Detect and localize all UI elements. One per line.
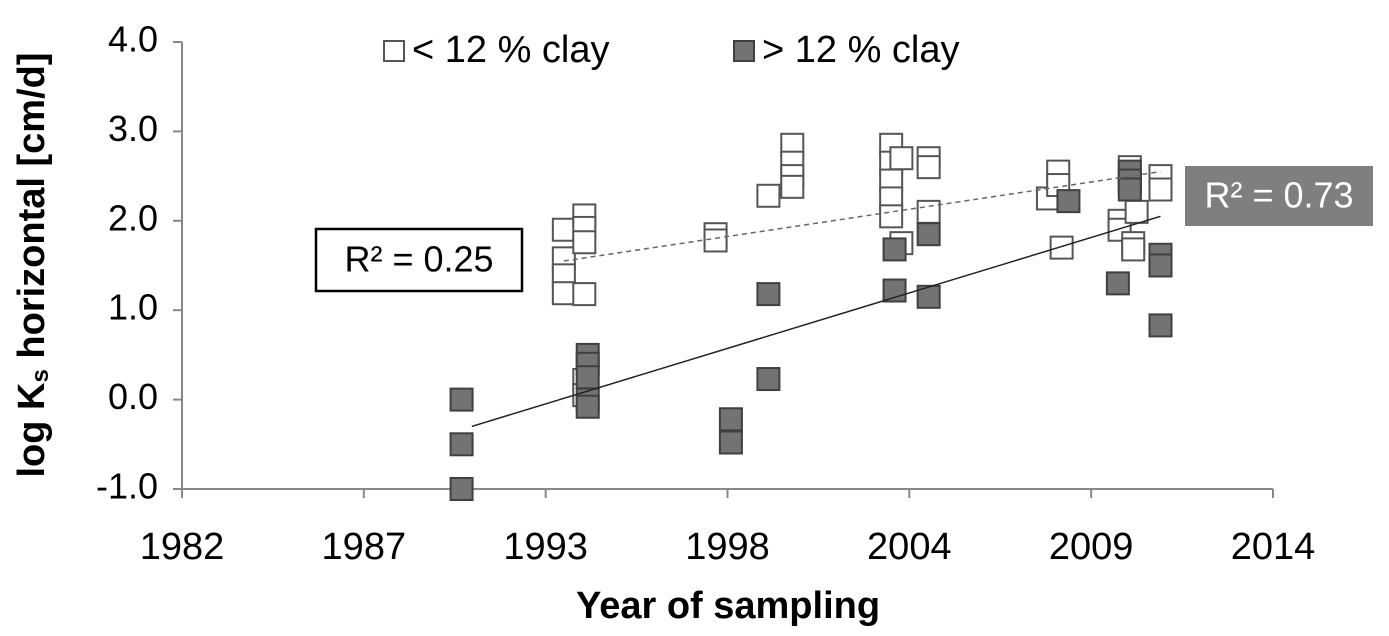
r2-label: R² = 0.25 [344, 239, 493, 280]
y-tick-label: 1.0 [108, 287, 158, 328]
y-tick-label: 4.0 [108, 19, 158, 60]
marker [572, 230, 597, 255]
marker [703, 228, 728, 253]
y-axis-title-part: horizontal [cm/d] [11, 53, 53, 370]
marker [916, 222, 941, 247]
marker [882, 237, 907, 262]
legend-label: < 12 % clay [412, 29, 610, 71]
legend-marker [733, 40, 755, 62]
marker [1124, 199, 1149, 224]
r2-box [314, 227, 524, 293]
marker [916, 199, 941, 224]
r2-box [1185, 166, 1373, 226]
marker [572, 282, 597, 307]
marker [551, 217, 576, 242]
marker [718, 430, 743, 455]
legend-label: > 12 % clay [762, 29, 960, 71]
marker [889, 146, 914, 171]
y-axis-title-part: log K [11, 382, 53, 478]
x-axis-title: Year of sampling [576, 585, 880, 627]
x-tick-label: 2009 [1049, 526, 1134, 568]
marker [449, 387, 474, 412]
marker [718, 407, 743, 432]
r2-label: R² = 0.73 [1204, 175, 1353, 216]
marker [780, 174, 805, 199]
x-tick-label: 1987 [322, 526, 407, 568]
x-tick-label: 1982 [140, 526, 225, 568]
marker [575, 394, 600, 419]
trendline [471, 215, 1161, 428]
y-axis-title-sub: s [27, 369, 54, 382]
marker [916, 284, 941, 309]
y-tick-label: 2.0 [108, 197, 158, 238]
marker [916, 155, 941, 180]
marker [1105, 271, 1130, 296]
marker [1148, 253, 1173, 278]
y-tick-label: 0.0 [108, 376, 158, 417]
marker [756, 367, 781, 392]
marker [575, 365, 600, 390]
legend-marker [383, 40, 405, 62]
y-axis-title: log Ks horizontal [cm/d] [11, 53, 54, 478]
marker [551, 281, 576, 306]
marker [756, 282, 781, 307]
y-tick-label: -1.0 [96, 466, 158, 507]
x-tick-label: 2004 [867, 526, 952, 568]
x-tick-label: 2014 [1231, 526, 1316, 568]
marker [1056, 189, 1081, 214]
marker [1049, 235, 1074, 260]
marker [1121, 237, 1146, 262]
x-tick-label: 1998 [685, 526, 770, 568]
y-tick-label: 3.0 [108, 108, 158, 149]
trendline [563, 170, 1161, 262]
marker [449, 432, 474, 457]
x-tick-label: 1993 [503, 526, 588, 568]
marker [1117, 177, 1142, 202]
marker [1148, 313, 1173, 338]
marker [756, 183, 781, 208]
marker [1148, 177, 1173, 202]
marker [449, 477, 474, 501]
marker [879, 204, 904, 229]
